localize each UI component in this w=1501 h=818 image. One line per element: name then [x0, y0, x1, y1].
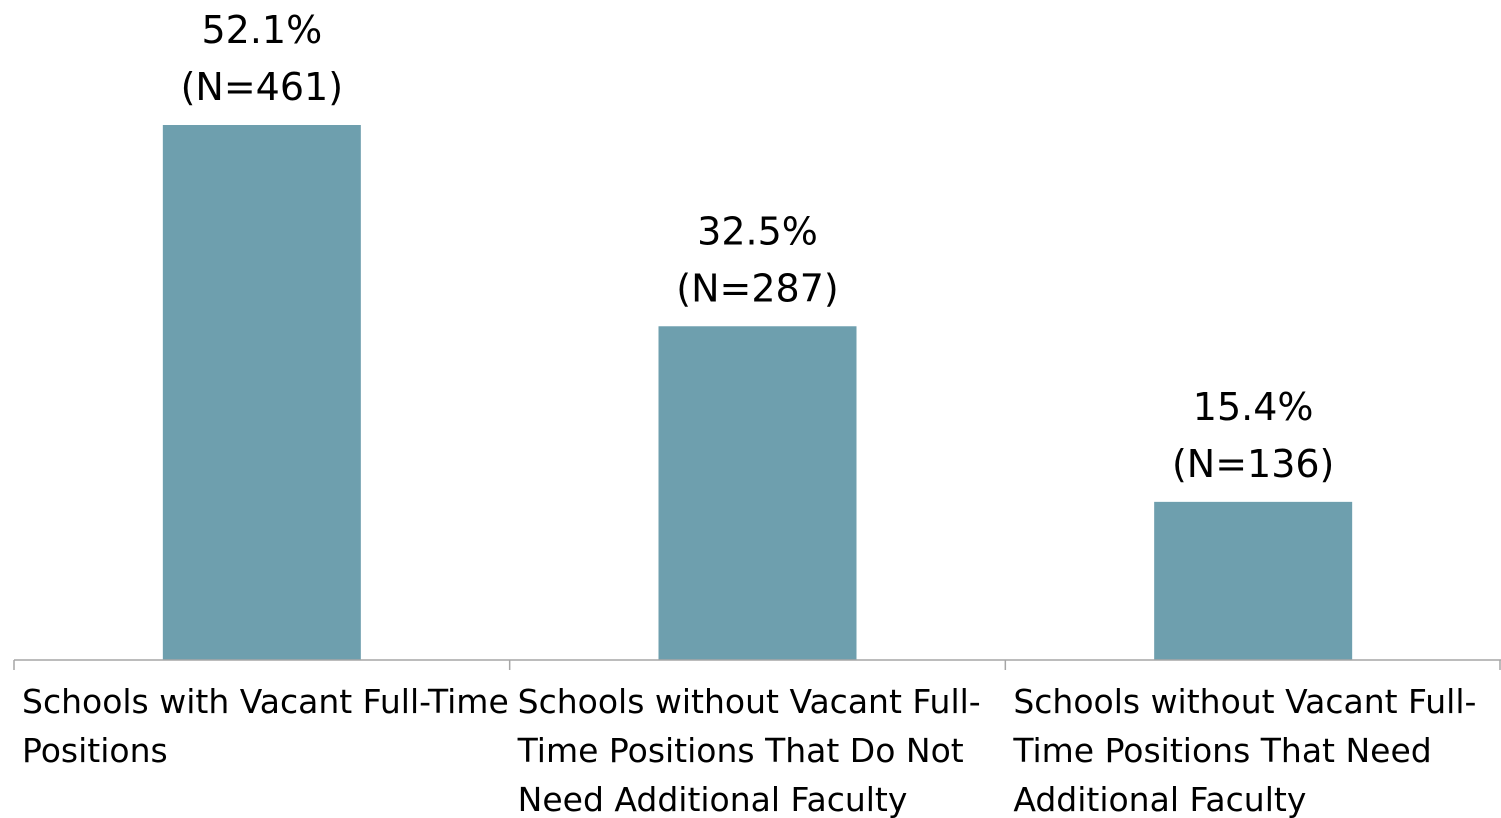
- data-labels: 52.1% (N=461) 32.5% (N=287) 15.4% (N=136): [181, 8, 1335, 486]
- bar: [1154, 501, 1353, 660]
- bars: [162, 125, 1353, 660]
- data-label: (N=287): [676, 266, 838, 310]
- category-label: Time Positions That Do Not: [517, 731, 964, 770]
- category-label: Schools without Vacant Full-: [518, 682, 981, 721]
- category-labels: Schools with Vacant Full-Time Positions Sc…: [22, 682, 1476, 818]
- data-label: (N=461): [181, 65, 343, 109]
- category-label: Positions: [22, 731, 168, 770]
- category-label: Additional Faculty: [1013, 780, 1306, 818]
- data-label: 52.1%: [201, 8, 322, 52]
- data-label: 15.4%: [1193, 385, 1314, 429]
- bar: [162, 125, 361, 660]
- category-label: Schools with Vacant Full-Time: [22, 682, 509, 721]
- category-label: Schools without Vacant Full-: [1013, 682, 1476, 721]
- category-label: Need Additional Faculty: [518, 780, 908, 818]
- category-label: Time Positions That Need: [1012, 731, 1431, 770]
- data-label: (N=136): [1172, 442, 1334, 486]
- bar: [658, 326, 857, 660]
- x-axis: [13, 659, 1501, 670]
- data-label: 32.5%: [697, 209, 818, 253]
